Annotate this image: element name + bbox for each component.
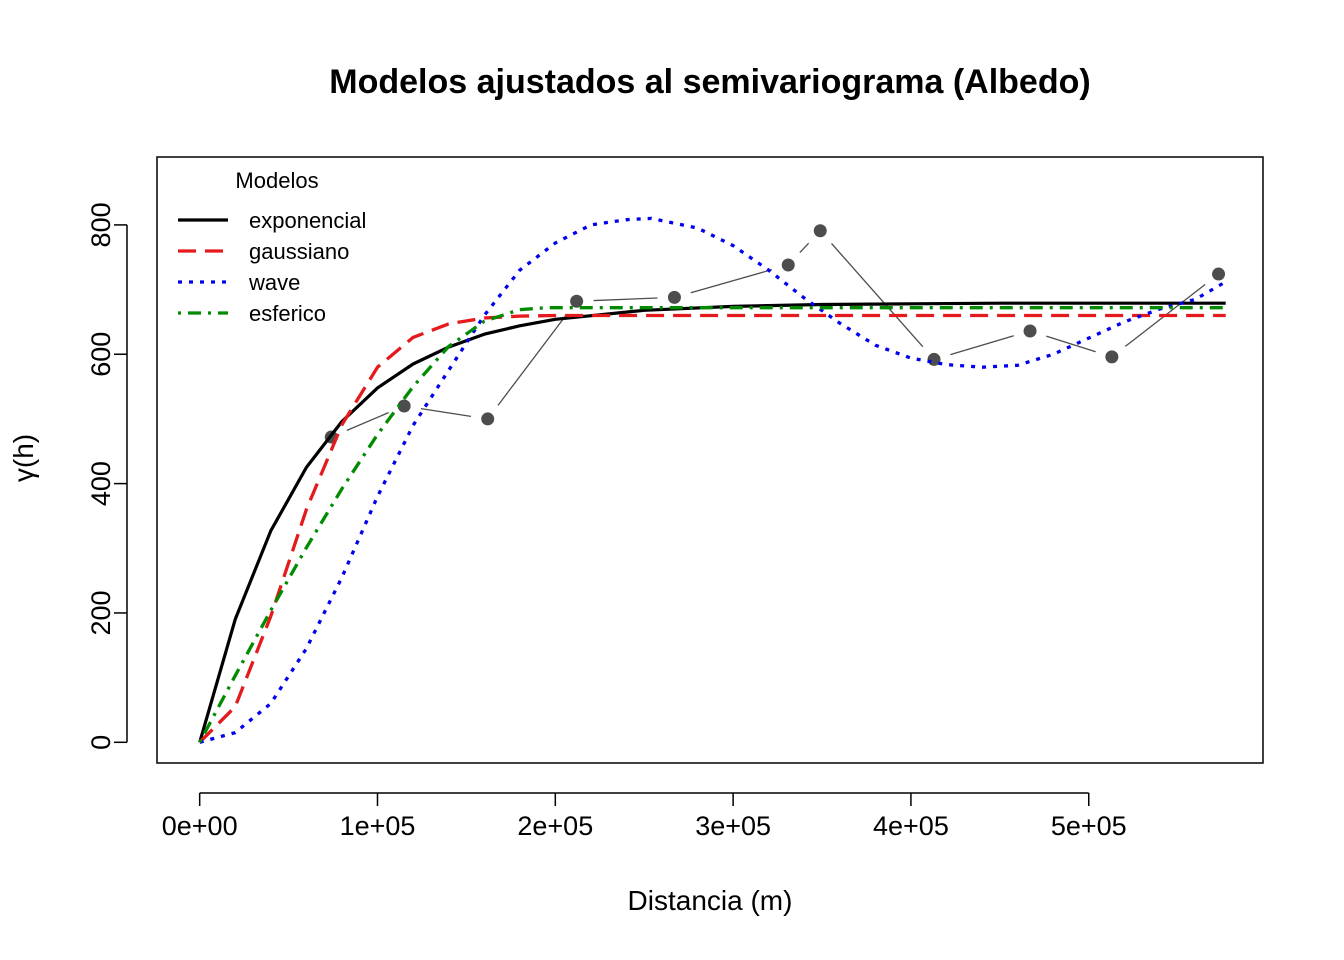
- y-tick-label: 800: [86, 202, 116, 247]
- empirical-point: [397, 399, 411, 413]
- legend-label-esferico: esferico: [249, 301, 326, 326]
- empirical-connector: [593, 297, 658, 302]
- y-tick-label: 0: [86, 735, 116, 750]
- legend-label-wave: wave: [248, 270, 300, 295]
- chart-title: Modelos ajustados al semivariograma (Alb…: [329, 63, 1090, 101]
- legend-label-exponencial: exponencial: [249, 208, 366, 233]
- empirical-point: [781, 258, 795, 272]
- y-tick-label: 400: [86, 461, 116, 506]
- empirical-semivariogram: [324, 224, 1226, 444]
- y-axis: 0 200 400 600 800: [86, 202, 128, 750]
- x-tick-label: 5e+05: [1051, 811, 1127, 841]
- empirical-point: [813, 224, 827, 238]
- x-axis: 0e+00 1e+05 2e+05 3e+05 4e+05 5e+05: [162, 792, 1127, 841]
- empirical-point: [1212, 267, 1226, 281]
- x-tick-label: 1e+05: [340, 811, 416, 841]
- series-line-gaussiano: [198, 313, 1226, 744]
- empirical-point: [481, 412, 495, 426]
- empirical-connector: [799, 242, 810, 254]
- x-tick-label: 2e+05: [517, 811, 593, 841]
- x-tick-label: 0e+00: [162, 811, 238, 841]
- x-tick-label: 3e+05: [695, 811, 771, 841]
- empirical-point: [570, 294, 584, 308]
- y-tick-label: 200: [86, 590, 116, 635]
- series-line-wave: [199, 216, 1227, 744]
- y-axis-label: γ(h): [8, 434, 39, 482]
- empirical-connector: [346, 412, 389, 431]
- legend-title: Modelos: [235, 168, 318, 193]
- empirical-connector: [831, 243, 924, 348]
- empirical-connector: [950, 335, 1014, 356]
- empirical-point: [667, 290, 681, 304]
- empirical-connector: [497, 314, 567, 406]
- x-axis-label: Distancia (m): [628, 885, 793, 916]
- model-curves: [198, 216, 1227, 744]
- empirical-connector: [1046, 335, 1096, 353]
- plot-frame: [156, 156, 1264, 764]
- series-line-exponencial: [198, 301, 1226, 743]
- x-tick-label: 4e+05: [873, 811, 949, 841]
- empirical-point: [1105, 350, 1119, 364]
- empirical-connector: [420, 407, 472, 417]
- legend-label-gaussiano: gaussiano: [249, 239, 349, 264]
- series-line-esferico: [198, 306, 1226, 744]
- y-tick-label: 600: [86, 332, 116, 377]
- legend: Modelos exponencial gaussiano wave esferico: [178, 168, 366, 326]
- empirical-connector: [690, 269, 773, 294]
- empirical-point: [1023, 324, 1037, 338]
